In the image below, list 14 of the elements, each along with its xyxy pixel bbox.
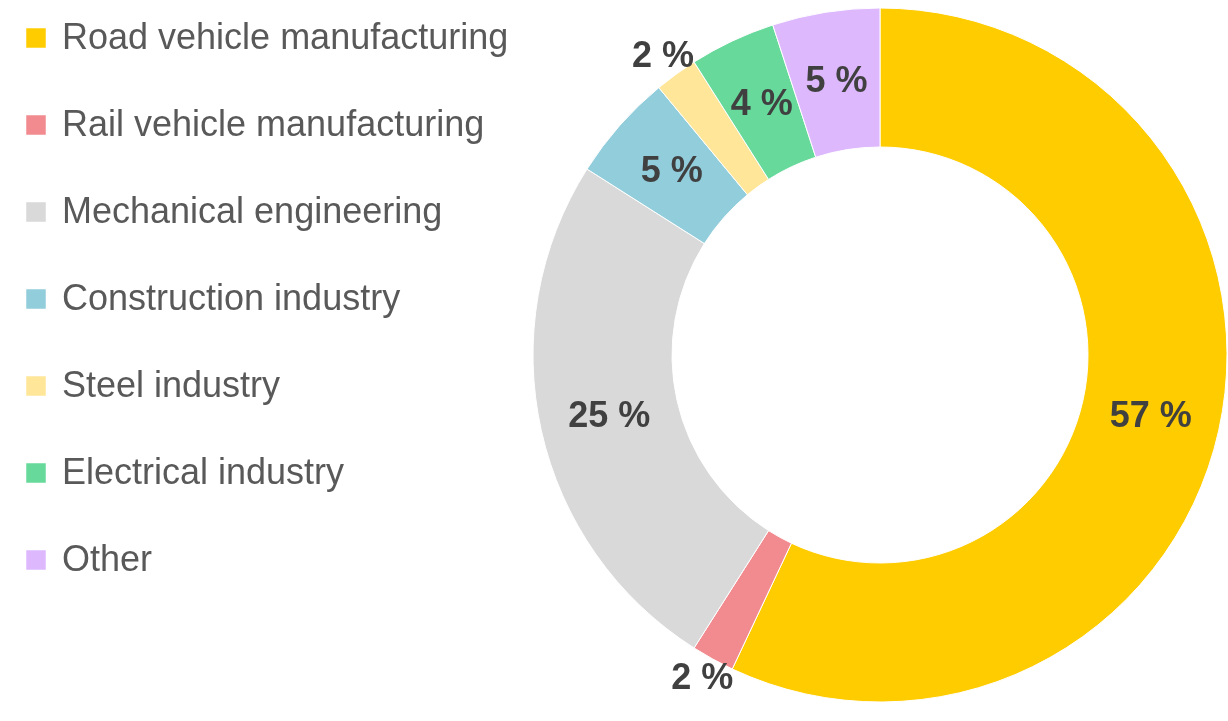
data-label: 57 %: [1109, 393, 1192, 435]
data-label: 25 %: [568, 393, 651, 435]
data-label: 2 %: [632, 34, 695, 76]
legend-label: Rail vehicle manufacturing: [62, 103, 485, 144]
legend-label: Road vehicle manufacturing: [62, 16, 509, 57]
data-label: 5 %: [805, 58, 868, 100]
data-label: 2 %: [671, 656, 734, 698]
data-label: 5 %: [640, 149, 703, 191]
legend-label: Steel industry: [62, 364, 281, 405]
legend-label: Other: [62, 538, 153, 579]
legend-label: Construction industry: [62, 277, 401, 318]
data-label: 4 %: [730, 81, 793, 123]
legend-label: Electrical industry: [62, 451, 345, 492]
legend-label: Mechanical engineering: [62, 190, 443, 231]
